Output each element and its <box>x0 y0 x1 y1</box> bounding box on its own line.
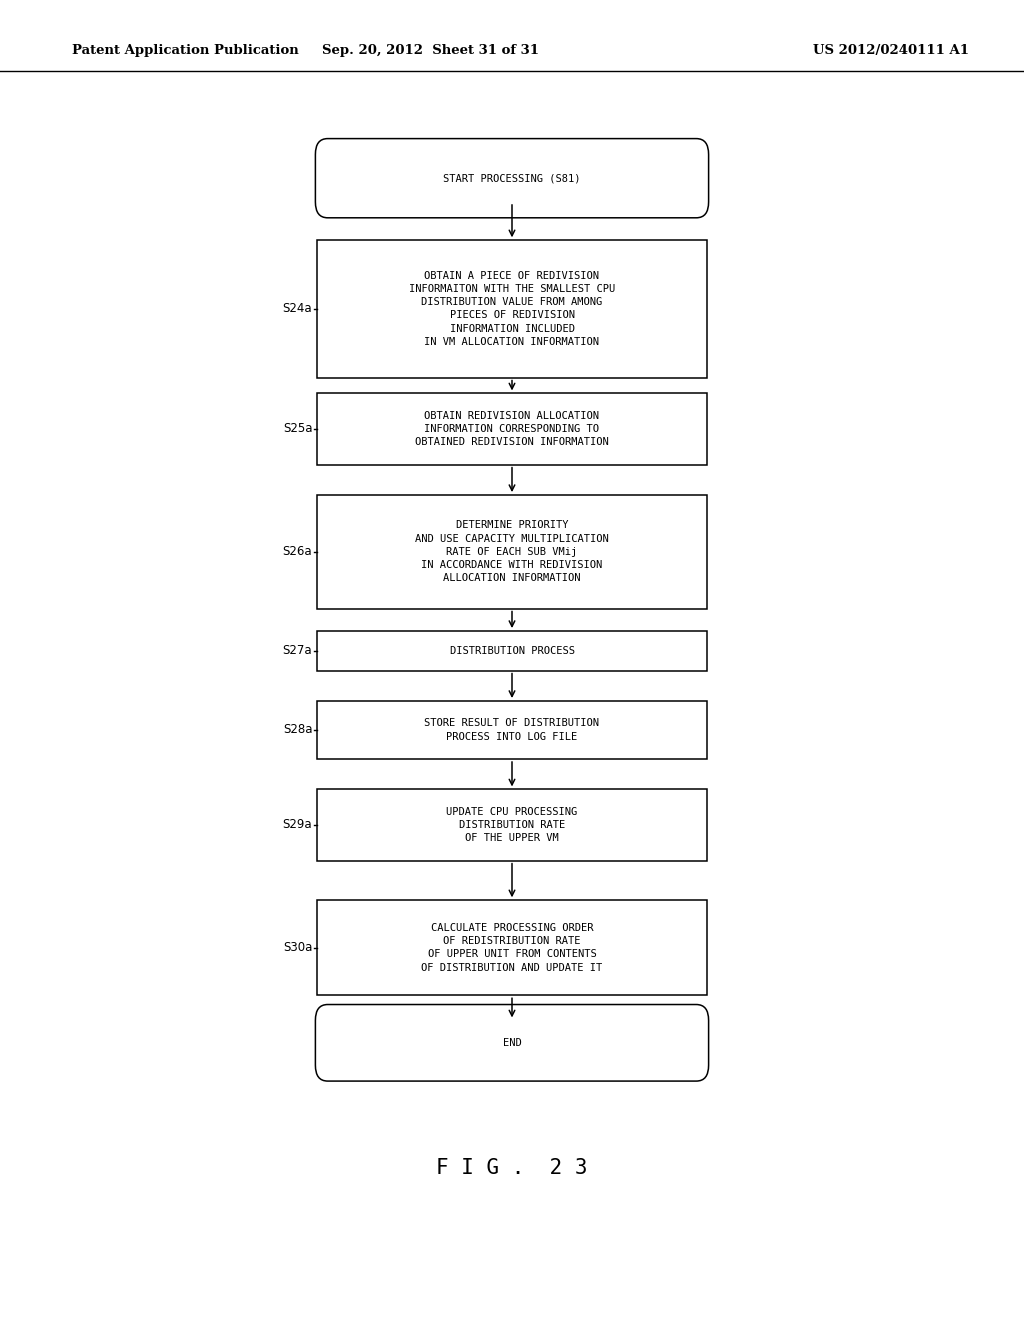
Text: DETERMINE PRIORITY
AND USE CAPACITY MULTIPLICATION
RATE OF EACH SUB VMij
IN ACCO: DETERMINE PRIORITY AND USE CAPACITY MULT… <box>415 520 609 583</box>
Text: END: END <box>503 1038 521 1048</box>
Text: UPDATE CPU PROCESSING
DISTRIBUTION RATE
OF THE UPPER VM: UPDATE CPU PROCESSING DISTRIBUTION RATE … <box>446 807 578 843</box>
Text: Sep. 20, 2012  Sheet 31 of 31: Sep. 20, 2012 Sheet 31 of 31 <box>322 44 539 57</box>
FancyBboxPatch shape <box>315 1005 709 1081</box>
Text: Patent Application Publication: Patent Application Publication <box>72 44 298 57</box>
Bar <box>317 631 707 671</box>
Text: S24a: S24a <box>283 302 312 315</box>
Text: S25a: S25a <box>283 422 312 436</box>
Text: OBTAIN REDIVISION ALLOCATION
INFORMATION CORRESPONDING TO
OBTAINED REDIVISION IN: OBTAIN REDIVISION ALLOCATION INFORMATION… <box>415 411 609 447</box>
Text: OBTAIN A PIECE OF REDIVISION
INFORMAITON WITH THE SMALLEST CPU
DISTRIBUTION VALU: OBTAIN A PIECE OF REDIVISION INFORMAITON… <box>409 271 615 347</box>
Text: CALCULATE PROCESSING ORDER
OF REDISTRIBUTION RATE
OF UPPER UNIT FROM CONTENTS
OF: CALCULATE PROCESSING ORDER OF REDISTRIBU… <box>421 923 603 973</box>
Text: US 2012/0240111 A1: US 2012/0240111 A1 <box>813 44 969 57</box>
Text: S27a: S27a <box>283 644 312 657</box>
Text: DISTRIBUTION PROCESS: DISTRIBUTION PROCESS <box>450 645 574 656</box>
Bar <box>317 789 707 861</box>
Text: START PROCESSING (S81): START PROCESSING (S81) <box>443 173 581 183</box>
Bar <box>317 900 707 995</box>
Text: S26a: S26a <box>283 545 312 558</box>
Text: S28a: S28a <box>283 723 312 737</box>
FancyBboxPatch shape <box>315 139 709 218</box>
Text: S30a: S30a <box>283 941 312 954</box>
Bar <box>317 495 707 609</box>
Bar <box>317 701 707 759</box>
Bar <box>317 393 707 465</box>
Text: STORE RESULT OF DISTRIBUTION
PROCESS INTO LOG FILE: STORE RESULT OF DISTRIBUTION PROCESS INT… <box>425 718 599 742</box>
Bar <box>317 240 707 378</box>
Text: S29a: S29a <box>283 818 312 832</box>
Text: F I G .  2 3: F I G . 2 3 <box>436 1158 588 1179</box>
